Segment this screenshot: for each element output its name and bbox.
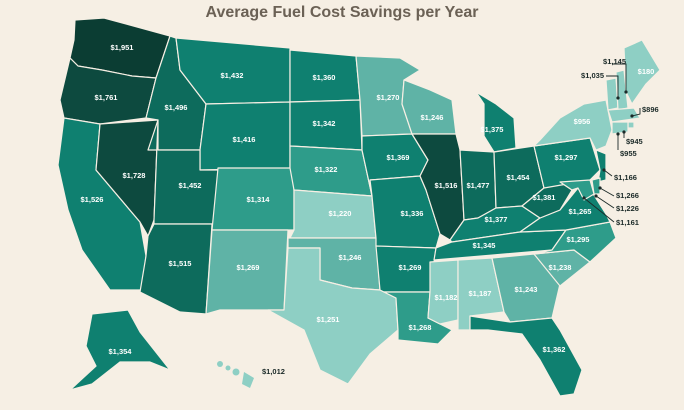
label-WY: $1,416: [233, 135, 256, 144]
label-WV: $1,381: [533, 193, 556, 202]
callout-RI: $945: [626, 137, 643, 146]
label-IA: $1,369: [387, 153, 410, 162]
callout-labels: $1,145 $1,035 $896 $945 $955 $1,166 $1,2…: [581, 57, 659, 227]
state-MA[interactable]: [607, 107, 641, 123]
callout-DE: $1,266: [616, 191, 639, 200]
callout-CT: $955: [620, 149, 637, 158]
label-HI: $1,012: [262, 367, 285, 376]
label-IN: $1,477: [467, 181, 490, 190]
label-VA: $1,265: [569, 207, 592, 216]
state-NM[interactable]: [205, 229, 289, 315]
label-ND: $1,360: [313, 73, 336, 82]
label-NC: $1,295: [567, 235, 590, 244]
callout-NJ: $1,166: [614, 173, 637, 182]
state-CT[interactable]: [611, 121, 629, 135]
state-MI[interactable]: [475, 91, 517, 153]
label-NM: $1,269: [237, 263, 260, 272]
label-ME: $180: [638, 67, 655, 76]
callout-DC: $1,161: [616, 218, 639, 227]
label-TN: $1,345: [473, 241, 496, 250]
label-NV: $1,728: [123, 171, 146, 180]
label-NY: $956: [574, 117, 591, 126]
label-SD: $1,342: [313, 119, 336, 128]
label-PA: $1,297: [555, 153, 578, 162]
label-IL: $1,516: [435, 181, 458, 190]
label-MN: $1,270: [377, 93, 400, 102]
label-GA: $1,243: [515, 285, 538, 294]
label-MS: $1,182: [435, 293, 458, 302]
state-DE[interactable]: [591, 177, 601, 195]
map-title: Average Fuel Cost Savings per Year: [205, 4, 479, 21]
label-SC: $1,238: [549, 263, 572, 272]
label-OH: $1,454: [507, 173, 531, 182]
callout-MD: $1,226: [616, 204, 639, 213]
state-FL[interactable]: [469, 315, 583, 397]
state-AZ[interactable]: [139, 223, 213, 315]
state-NY[interactable]: [533, 99, 613, 151]
label-TX: $1,251: [317, 315, 340, 324]
states-layer: [57, 17, 661, 397]
label-AR: $1,269: [399, 263, 422, 272]
label-FL: $1,362: [543, 345, 566, 354]
label-ID: $1,496: [165, 103, 188, 112]
label-NE: $1,322: [315, 165, 338, 174]
callout-NH: $1,035: [581, 71, 604, 80]
label-CO: $1,314: [247, 195, 271, 204]
label-CA: $1,526: [81, 195, 104, 204]
state-WI[interactable]: [401, 79, 457, 135]
state-VA[interactable]: [519, 187, 611, 233]
label-KY: $1,377: [485, 215, 508, 224]
label-MO: $1,336: [401, 209, 424, 218]
state-NJ[interactable]: [595, 149, 607, 183]
label-LA: $1,268: [409, 323, 432, 332]
state-RI[interactable]: [627, 121, 635, 129]
label-OR: $1,761: [95, 93, 118, 102]
label-MT: $1,432: [221, 71, 244, 80]
state-AK[interactable]: [69, 309, 171, 391]
callout-VT: $1,145: [603, 57, 626, 66]
label-AK: $1,354: [109, 347, 133, 356]
state-labels: $1,951 $1,761 $1,526 $1,728 $1,496 $1,43…: [81, 43, 655, 376]
label-AZ: $1,515: [169, 259, 192, 268]
label-UT: $1,452: [179, 181, 202, 190]
label-WI: $1,246: [421, 113, 444, 122]
callout-MA: $896: [642, 105, 659, 114]
label-AL: $1,187: [469, 289, 492, 298]
state-TX[interactable]: [267, 247, 399, 385]
inset-states: [69, 309, 254, 391]
state-IL[interactable]: [411, 133, 465, 241]
callout-lines: [582, 63, 641, 223]
label-MI: $1,375: [481, 125, 504, 134]
label-OK: $1,246: [339, 253, 362, 262]
state-MD[interactable]: [559, 179, 595, 201]
label-KS: $1,220: [329, 209, 352, 218]
state-HI[interactable]: [217, 361, 254, 388]
label-WA: $1,951: [111, 43, 134, 52]
